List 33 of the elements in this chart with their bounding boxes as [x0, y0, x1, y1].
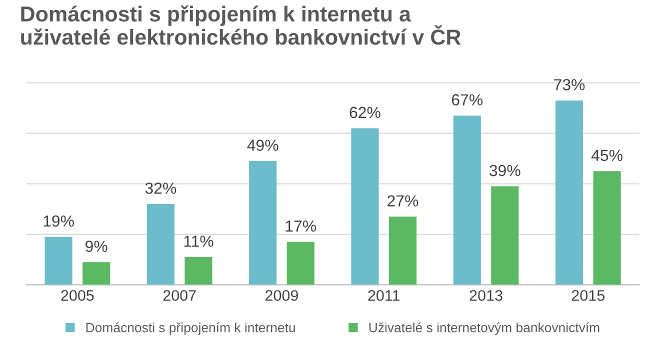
bar: [388, 216, 417, 285]
bar: [44, 236, 72, 285]
data-label: 9%: [86, 240, 108, 252]
x-tick-label: 2015: [572, 290, 605, 301]
bar: [453, 116, 481, 285]
x-tick-label: 2013: [470, 290, 502, 301]
data-label: 67%: [452, 94, 483, 106]
data-label: 73%: [554, 79, 585, 90]
x-tick-label: 2009: [266, 290, 298, 301]
bar: [184, 257, 212, 285]
data-label: 45%: [591, 150, 622, 162]
chart-title: Domácnosti s připojením k internetu a uživatelé elektronického bankovnictví v ČR: [21, 5, 461, 45]
data-label: 11%: [184, 236, 214, 247]
data-label: 32%: [145, 182, 176, 194]
bar: [249, 161, 277, 285]
bar: [286, 242, 314, 285]
x-tick-label: 2011: [368, 290, 400, 301]
data-label: 62%: [350, 106, 380, 118]
bar: [146, 204, 174, 285]
legend-label: Uživatelé s internetovým bankovnictvím: [369, 322, 600, 335]
x-tick-label: 2007: [163, 290, 196, 301]
data-label: 39%: [490, 164, 520, 176]
bar: [593, 171, 621, 285]
bar: [555, 100, 584, 285]
bar: [351, 128, 379, 285]
bar: [82, 262, 110, 285]
x-tick-label: 2005: [61, 290, 94, 301]
data-label: 27%: [388, 195, 418, 206]
bar: [491, 186, 519, 285]
data-label: 19%: [44, 215, 74, 227]
data-label: 17%: [286, 220, 316, 232]
legend-label: Domácnosti s připojením k internetu: [86, 322, 295, 335]
data-label: 49%: [247, 140, 278, 151]
